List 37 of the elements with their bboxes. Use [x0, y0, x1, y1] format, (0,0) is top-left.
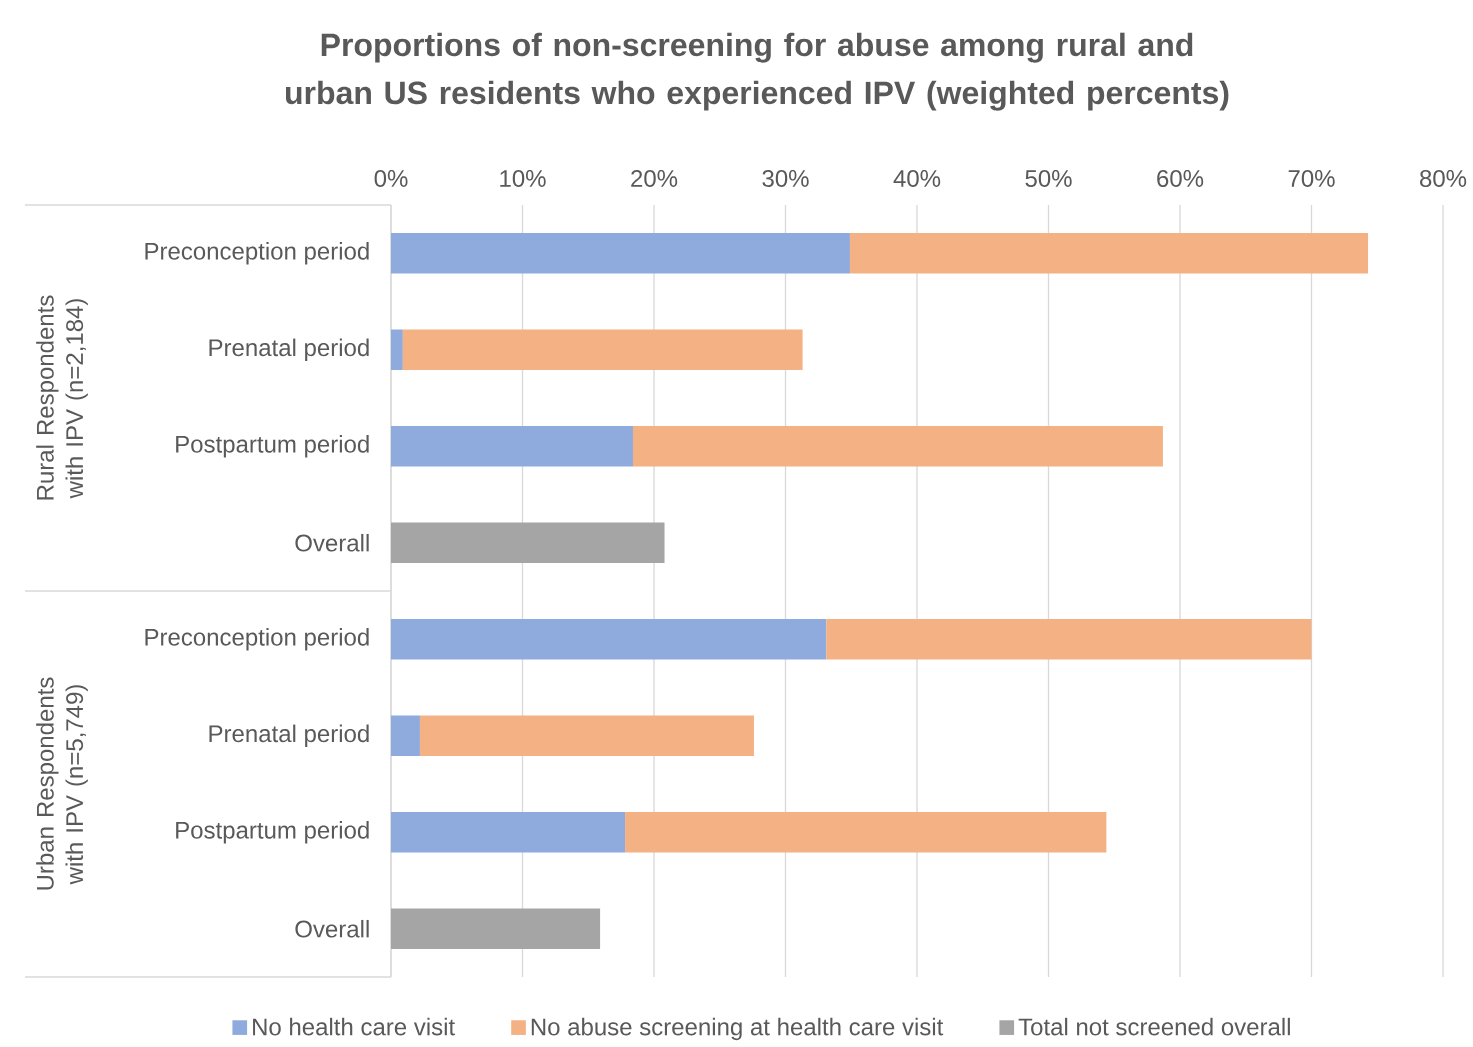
bar — [625, 812, 1107, 853]
legend-label: Total not screened overall — [1018, 1017, 1290, 1036]
x-tick-label: 30% — [762, 169, 809, 187]
y-tick-label: Postpartum period — [176, 821, 369, 844]
bar — [419, 715, 754, 757]
bar — [391, 619, 827, 660]
bar — [391, 812, 626, 853]
x-tick-label: 10% — [500, 169, 546, 187]
x-tick-label: 70% — [1288, 169, 1335, 187]
x-tick-label: 50% — [1025, 169, 1072, 187]
bar — [849, 233, 1369, 274]
bar — [826, 619, 1312, 660]
x-tick-label: 20% — [631, 169, 678, 187]
bar — [391, 908, 601, 950]
y-tick-label: Prenatal period — [209, 338, 369, 361]
text: Urban Respondents with IPV (n=5,749) — [36, 677, 88, 890]
y-tick-label: Overall — [295, 533, 369, 552]
bar — [402, 329, 803, 371]
x-tick-label: 40% — [893, 169, 941, 187]
y-tick-label: Preconception period — [145, 628, 369, 651]
y-tick-label: Preconception period — [145, 242, 369, 265]
bar — [391, 715, 420, 757]
bar — [391, 522, 665, 564]
legend-label: No abuse screening at health care visit — [531, 1017, 944, 1041]
x-tick-label: 80% — [1420, 169, 1467, 187]
text: Rural Respondents with IPV (n=2,184) — [36, 295, 88, 500]
bar — [632, 426, 1163, 467]
x-tick-label: 60% — [1157, 169, 1204, 187]
chart-title: Proportions of non-screening for abuse among rural and urban US residents who experienced IPV (weighted percents) — [286, 32, 1229, 111]
bar — [391, 233, 850, 274]
legend-label: No health care visit — [253, 1017, 455, 1036]
y-tick-label: Prenatal period — [209, 724, 369, 747]
x-tick-label: 0% — [374, 169, 408, 187]
bar — [391, 426, 633, 467]
y-tick-label: Postpartum period — [176, 435, 369, 458]
bar — [391, 329, 403, 371]
y-tick-label: Overall — [295, 919, 369, 938]
